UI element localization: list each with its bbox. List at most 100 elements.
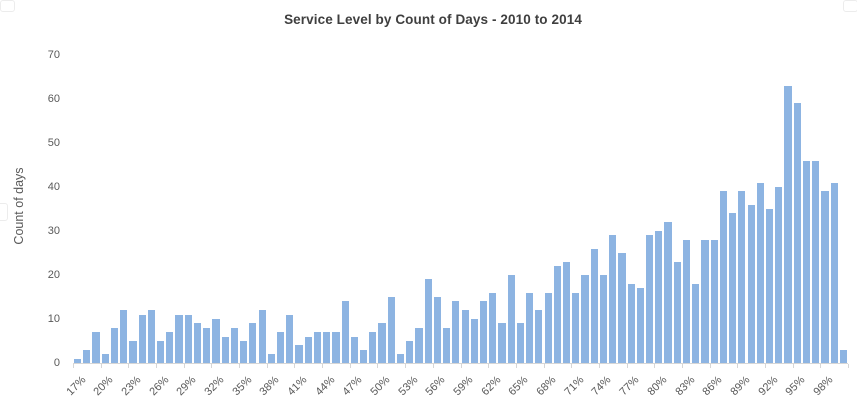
bar-69% [553, 266, 561, 363]
bar-97% [812, 160, 820, 363]
bar-72% [581, 275, 589, 363]
bar-86% [710, 239, 718, 363]
bar-55% [424, 279, 432, 363]
x-axis-tick [405, 364, 407, 368]
x-axis-tick [848, 364, 849, 368]
bar-92% [765, 209, 774, 363]
bar-73% [590, 248, 598, 363]
y-tick-40: 40 [47, 181, 60, 193]
bar-85% [701, 239, 709, 363]
bar-29% [184, 314, 192, 363]
bar-64% [507, 275, 515, 363]
bar-76% [618, 253, 626, 363]
bar-40% [286, 314, 294, 363]
bar-49% [369, 332, 377, 363]
bar-23% [129, 341, 137, 363]
bar-75% [609, 235, 617, 363]
bar-19% [92, 332, 100, 363]
bar-31% [203, 327, 211, 363]
corner-artifact-top-left [0, 0, 15, 12]
bar-35% [240, 341, 248, 363]
y-axis-title: Count of days [12, 167, 26, 245]
x-axis-tick [211, 364, 213, 368]
x-axis-tick [792, 364, 794, 368]
y-tick-60: 60 [47, 93, 60, 105]
bar-80% [655, 231, 663, 363]
bar-45% [332, 332, 340, 363]
bar-91% [756, 182, 764, 363]
bar-38% [267, 354, 275, 363]
bar-18% [83, 349, 91, 363]
x-axis-tick [266, 364, 268, 368]
bar-43% [313, 332, 322, 363]
x-axis-tick [488, 364, 490, 368]
edge-artifact-left [0, 203, 8, 221]
y-tick-30: 30 [47, 225, 60, 237]
x-axis-tick [322, 364, 324, 368]
x-axis-tick [654, 364, 656, 368]
bar-50% [378, 323, 386, 363]
bar-82% [673, 261, 681, 363]
bar-62% [489, 292, 497, 363]
x-axis-tick [820, 364, 822, 368]
x-axis-tick [460, 364, 462, 368]
y-tick-20: 20 [47, 269, 60, 281]
bar-61% [479, 301, 488, 363]
bar-26% [157, 341, 165, 363]
bar-95% [793, 103, 801, 363]
bar-36% [249, 323, 257, 363]
bar-59% [461, 310, 469, 363]
bar-60% [470, 319, 478, 363]
x-axis-tick [681, 364, 683, 368]
bar-66% [526, 292, 534, 363]
bar-51% [387, 297, 395, 363]
x-axis-tick [128, 364, 130, 368]
x-axis-tick [515, 364, 517, 368]
bar-70% [562, 261, 571, 363]
y-tick-70: 70 [47, 49, 60, 61]
bar-39% [276, 332, 285, 363]
x-axis-tick [294, 364, 296, 368]
bar-63% [498, 323, 506, 363]
bar-37% [258, 310, 266, 363]
bar-93% [775, 187, 783, 363]
bar-71% [572, 292, 580, 363]
bar-99% [830, 182, 838, 363]
y-tick-10: 10 [47, 313, 60, 325]
x-axis-tick [764, 364, 766, 368]
bar-78% [636, 288, 644, 363]
bar-98% [821, 191, 829, 363]
bar-30% [193, 323, 202, 363]
x-axis-tick [598, 364, 600, 368]
bar-94% [784, 85, 792, 363]
bar-58% [452, 301, 460, 363]
bar-81% [664, 222, 672, 363]
bar-22% [120, 310, 128, 363]
bar-67% [535, 310, 543, 363]
bar-74% [599, 275, 608, 363]
bar-65% [516, 323, 525, 363]
x-axis-tick [737, 364, 739, 368]
bar-54% [415, 327, 423, 363]
x-axis-tick [183, 364, 185, 368]
x-axis-tick [73, 364, 74, 368]
x-axis-tick [156, 364, 158, 368]
bar-25% [147, 310, 155, 363]
bar-68% [544, 292, 552, 363]
plot-area [73, 55, 848, 364]
bar-46% [341, 301, 349, 363]
bar-53% [406, 341, 414, 363]
bar-100% [839, 349, 847, 363]
bar-28% [175, 314, 183, 363]
bar-32% [212, 319, 220, 363]
x-axis-tick [432, 364, 434, 368]
corner-artifact-top-right [843, 0, 857, 12]
x-axis-tick [543, 364, 545, 368]
bar-33% [221, 336, 229, 363]
x-axis-tick [239, 364, 241, 368]
bar-44% [323, 332, 331, 363]
bar-27% [166, 332, 174, 363]
bar-20% [101, 354, 109, 363]
x-axis-tick [377, 364, 379, 368]
